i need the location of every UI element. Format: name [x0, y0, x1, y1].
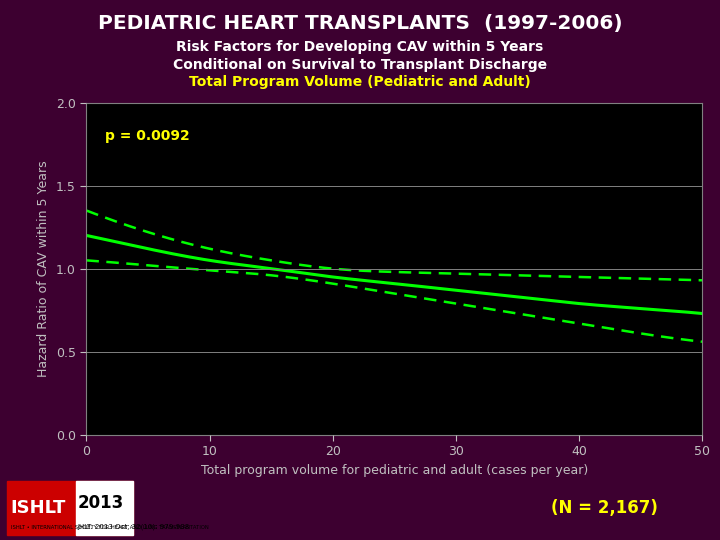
- Text: JHLT. 2013 Oct; 32(10): 979-988: JHLT. 2013 Oct; 32(10): 979-988: [78, 524, 190, 530]
- Text: Total Program Volume (Pediatric and Adult): Total Program Volume (Pediatric and Adul…: [189, 75, 531, 89]
- Text: ISHLT: ISHLT: [11, 498, 66, 517]
- Text: (N = 2,167): (N = 2,167): [552, 498, 658, 517]
- Text: ISHLT • INTERNATIONAL SOCIETY FOR HEART AND LUNG TRANSPLANTATION: ISHLT • INTERNATIONAL SOCIETY FOR HEART …: [11, 525, 209, 530]
- Text: p = 0.0092: p = 0.0092: [105, 129, 189, 143]
- Text: Conditional on Survival to Transplant Discharge: Conditional on Survival to Transplant Di…: [173, 58, 547, 72]
- Y-axis label: Hazard Ratio of CAV within 5 Years: Hazard Ratio of CAV within 5 Years: [37, 160, 50, 377]
- Text: Risk Factors for Developing CAV within 5 Years: Risk Factors for Developing CAV within 5…: [176, 40, 544, 55]
- Text: 2013: 2013: [78, 494, 124, 512]
- Text: PEDIATRIC HEART TRANSPLANTS  (1997-2006): PEDIATRIC HEART TRANSPLANTS (1997-2006): [98, 14, 622, 32]
- X-axis label: Total program volume for pediatric and adult (cases per year): Total program volume for pediatric and a…: [201, 464, 588, 477]
